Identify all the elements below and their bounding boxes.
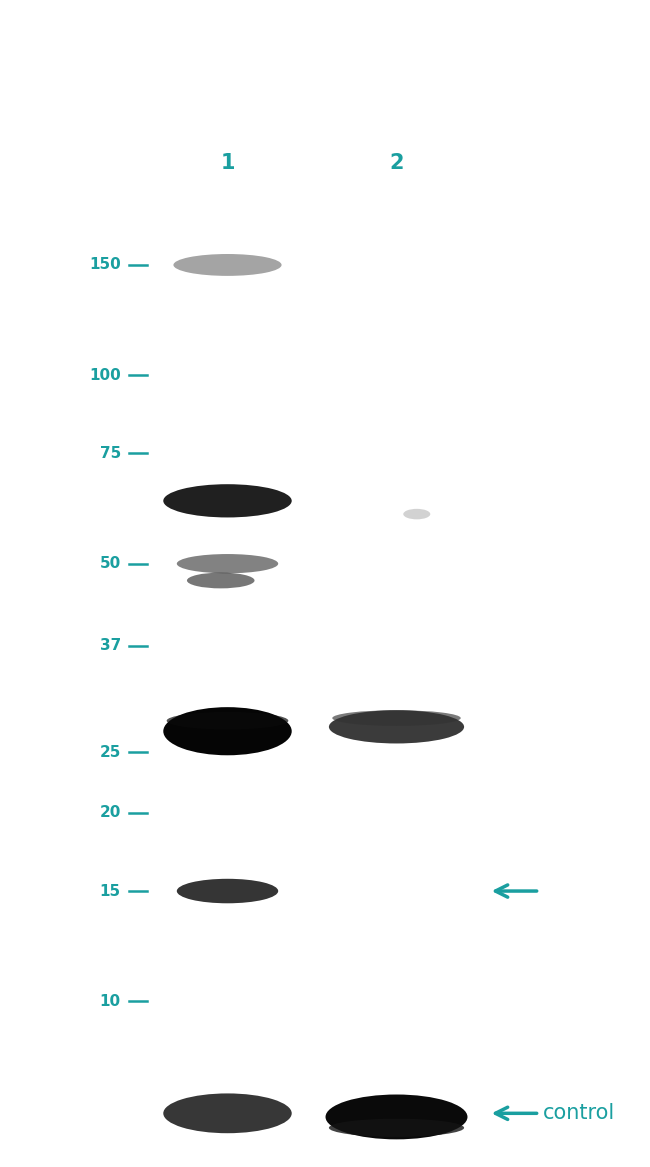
- Ellipse shape: [329, 711, 464, 743]
- Ellipse shape: [332, 711, 461, 726]
- Text: 10: 10: [100, 994, 121, 1008]
- Text: 25: 25: [99, 745, 121, 760]
- Ellipse shape: [326, 1095, 467, 1139]
- Text: 1: 1: [220, 153, 235, 173]
- Ellipse shape: [329, 1119, 464, 1137]
- Ellipse shape: [163, 1093, 292, 1133]
- Ellipse shape: [177, 879, 278, 903]
- Text: 100: 100: [89, 368, 121, 383]
- Text: control: control: [543, 1103, 615, 1124]
- Ellipse shape: [187, 573, 255, 588]
- Text: 75: 75: [99, 446, 121, 461]
- Text: 37: 37: [99, 638, 121, 654]
- Ellipse shape: [174, 254, 281, 275]
- Text: 150: 150: [89, 258, 121, 272]
- Ellipse shape: [177, 554, 278, 573]
- Text: 15: 15: [100, 883, 121, 899]
- Text: 2: 2: [389, 153, 404, 173]
- Ellipse shape: [163, 484, 292, 517]
- Text: 20: 20: [99, 805, 121, 820]
- Text: 50: 50: [99, 557, 121, 571]
- Ellipse shape: [403, 509, 430, 519]
- Ellipse shape: [166, 712, 289, 729]
- Ellipse shape: [163, 707, 292, 755]
